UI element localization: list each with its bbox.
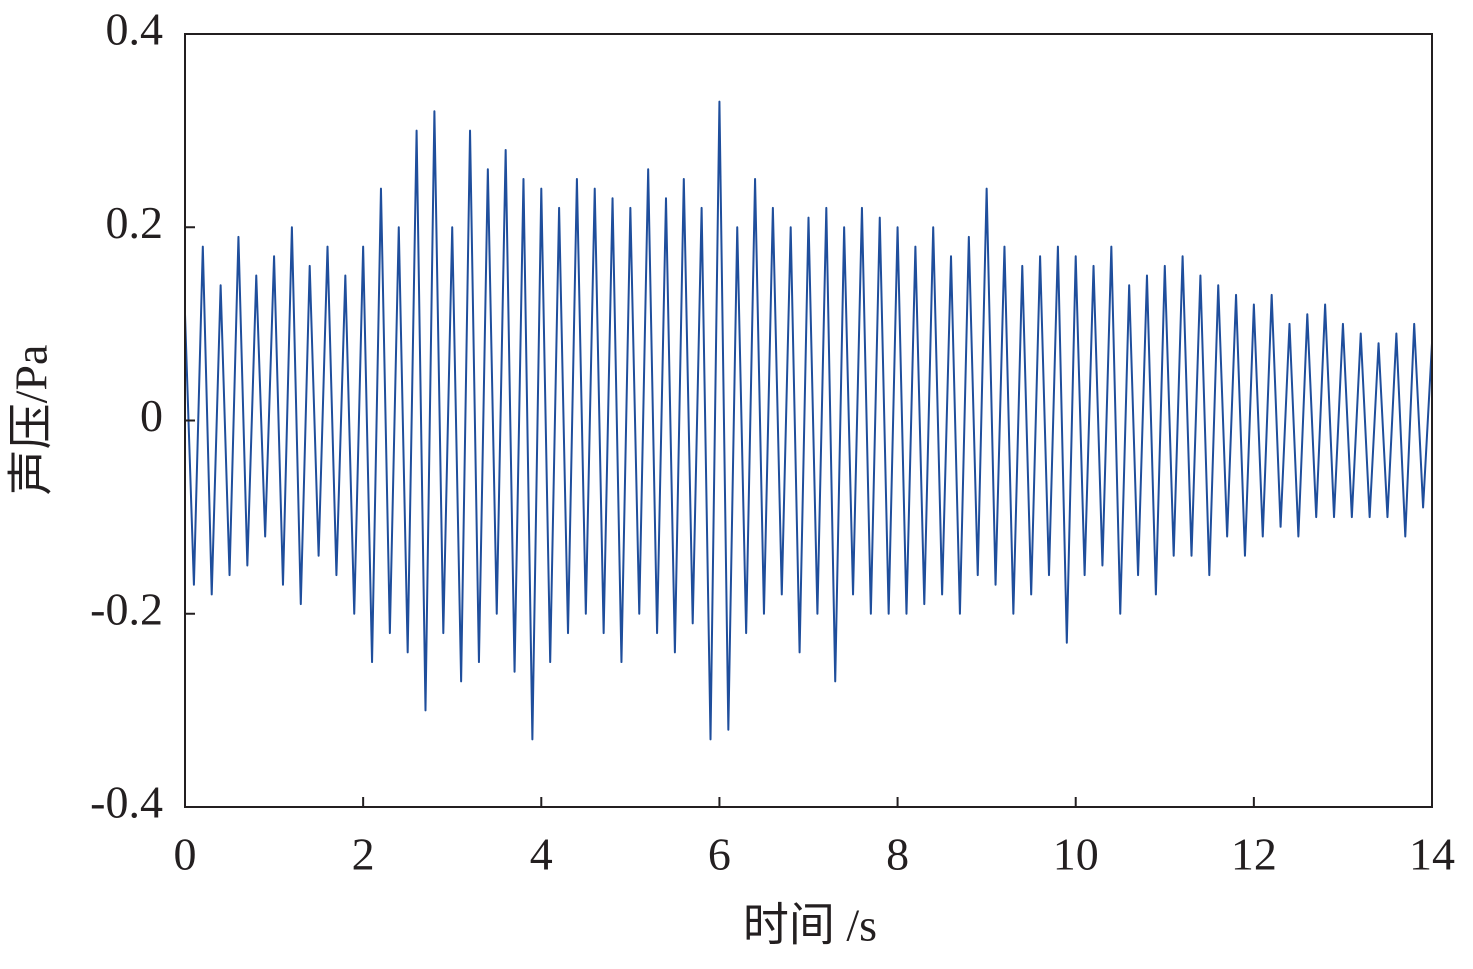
signal-line <box>184 100 1433 741</box>
x-tick-label: 6 <box>708 829 731 880</box>
x-tick-label: 2 <box>352 829 375 880</box>
x-tick-label: 10 <box>1053 829 1099 880</box>
x-axis-label: 时间 /s <box>743 900 877 951</box>
y-tick-label: 0.2 <box>106 197 164 248</box>
y-tick-label: -0.4 <box>90 777 163 828</box>
y-tick-label: -0.2 <box>90 583 163 634</box>
x-tick-label: 8 <box>886 829 909 880</box>
y-axis-label: 声压/Pa <box>6 345 57 496</box>
x-tick-label: 4 <box>530 829 553 880</box>
plot-frame <box>184 33 1433 808</box>
x-tick-label: 14 <box>1409 829 1455 880</box>
x-tick-label: 0 <box>174 829 197 880</box>
y-tick-label: 0.4 <box>106 4 164 55</box>
y-tick-label: 0 <box>140 390 163 441</box>
x-tick-label: 12 <box>1231 829 1277 880</box>
